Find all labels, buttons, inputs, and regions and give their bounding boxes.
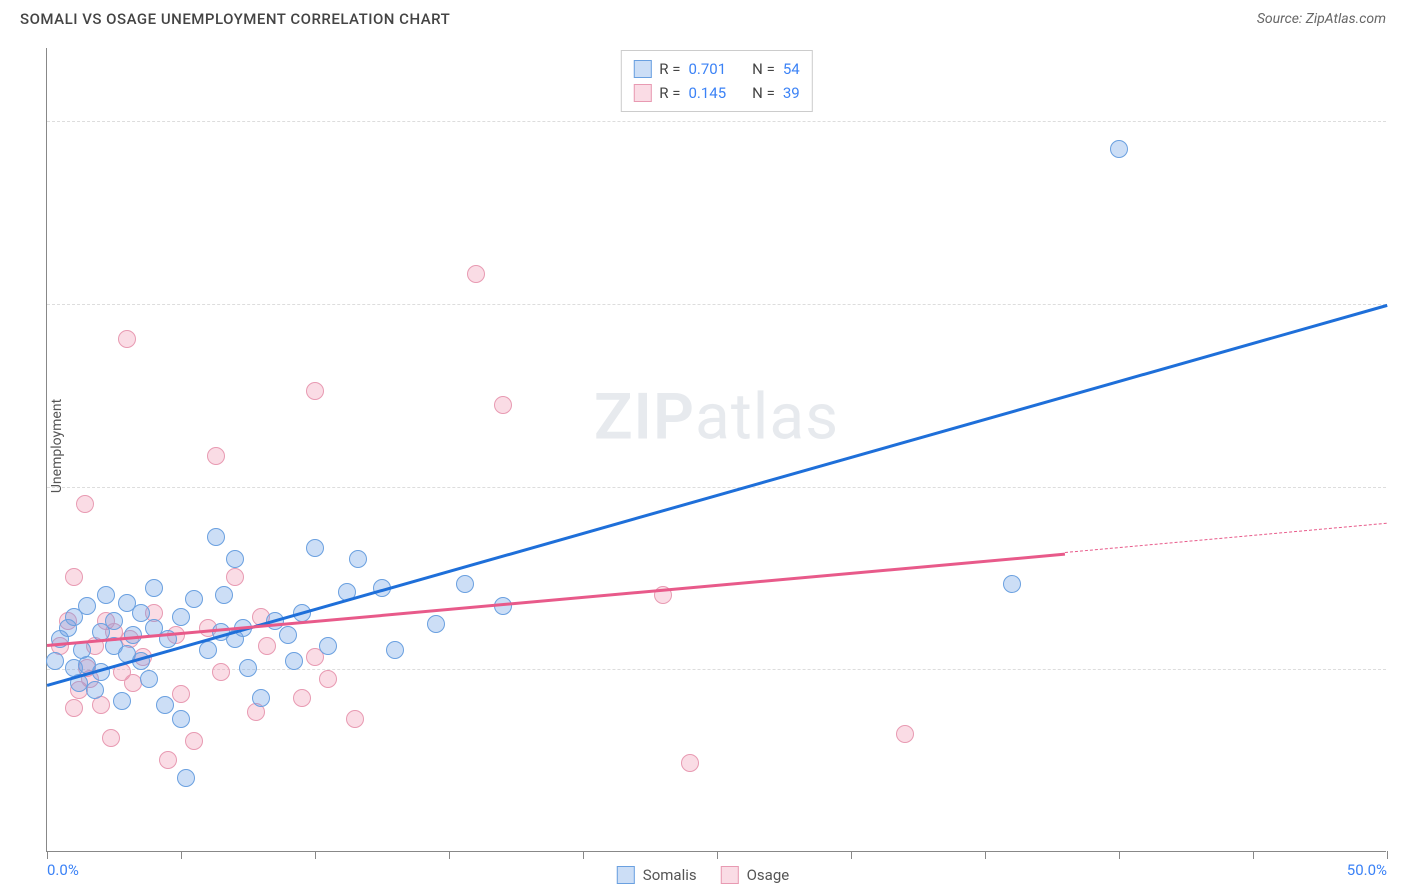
somalis-point xyxy=(252,689,270,707)
legend-swatch-icon xyxy=(633,60,651,78)
osage-point xyxy=(293,689,311,707)
x-tick xyxy=(449,851,450,859)
gridline xyxy=(47,487,1386,488)
y-tick-label: 20.0% xyxy=(1396,112,1406,130)
x-tick-label: 50.0% xyxy=(1347,861,1387,879)
somalis-point xyxy=(306,539,324,557)
somalis-point xyxy=(1110,140,1128,158)
somalis-point xyxy=(185,590,203,608)
x-tick xyxy=(985,851,986,859)
legend-row: R = 0.145 N = 39 xyxy=(633,81,799,105)
somalis-point xyxy=(172,608,190,626)
series-legend-item: Somalis xyxy=(617,866,697,884)
gridline xyxy=(47,121,1386,122)
legend-swatch-icon xyxy=(617,866,635,884)
osage-point xyxy=(118,330,136,348)
legend-r-value: 0.701 xyxy=(688,57,726,81)
somalis-point xyxy=(140,670,158,688)
legend-r-label: R = xyxy=(659,57,680,81)
series-legend-item: Osage xyxy=(721,866,790,884)
somalis-point xyxy=(145,579,163,597)
somalis-point xyxy=(46,652,64,670)
somalis-point xyxy=(386,641,404,659)
osage-point xyxy=(896,725,914,743)
osage-point xyxy=(306,382,324,400)
somalis-point xyxy=(78,597,96,615)
scatter-chart: ZIPatlas R = 0.701N = 54R = 0.145N = 39 … xyxy=(46,48,1386,852)
x-tick xyxy=(1119,851,1120,859)
y-tick-label: 15.0% xyxy=(1396,295,1406,313)
chart-title: SOMALI VS OSAGE UNEMPLOYMENT CORRELATION… xyxy=(20,10,450,28)
series-label: Osage xyxy=(747,866,790,884)
somalis-point xyxy=(226,550,244,568)
trend-line xyxy=(47,304,1388,686)
gridline xyxy=(47,304,1386,305)
watermark: ZIPatlas xyxy=(594,380,839,455)
legend-n-label: N = xyxy=(752,81,775,105)
somalis-point xyxy=(279,626,297,644)
somalis-point xyxy=(132,604,150,622)
osage-point xyxy=(207,447,225,465)
somalis-point xyxy=(199,641,217,659)
somalis-point xyxy=(215,586,233,604)
somalis-point xyxy=(319,637,337,655)
osage-point xyxy=(346,710,364,728)
osage-point xyxy=(226,568,244,586)
x-tick xyxy=(315,851,316,859)
legend-n-label: N = xyxy=(752,57,775,81)
y-tick-label: 5.0% xyxy=(1396,660,1406,678)
osage-point xyxy=(258,637,276,655)
osage-point xyxy=(467,265,485,283)
legend-swatch-icon xyxy=(633,84,651,102)
osage-point xyxy=(319,670,337,688)
somalis-point xyxy=(172,710,190,728)
legend-r-label: R = xyxy=(659,81,680,105)
x-tick xyxy=(181,851,182,859)
series-legend: Somalis Osage xyxy=(617,866,789,884)
somalis-point xyxy=(177,769,195,787)
x-tick xyxy=(583,851,584,859)
legend-row: R = 0.701 N = 54 xyxy=(633,57,799,81)
somalis-point xyxy=(239,659,257,677)
somalis-point xyxy=(427,615,445,633)
osage-point xyxy=(212,663,230,681)
osage-point xyxy=(172,685,190,703)
somalis-point xyxy=(156,696,174,714)
x-tick-label: 0.0% xyxy=(47,861,79,879)
x-tick xyxy=(47,851,48,859)
legend-r-value: 0.145 xyxy=(688,81,726,105)
osage-point xyxy=(185,732,203,750)
y-tick-label: 10.0% xyxy=(1396,478,1406,496)
osage-point xyxy=(494,396,512,414)
legend-swatch-icon xyxy=(721,866,739,884)
source-label: Source: ZipAtlas.com xyxy=(1257,11,1386,27)
somalis-point xyxy=(1003,575,1021,593)
somalis-point xyxy=(97,586,115,604)
legend-n-value: 39 xyxy=(783,81,800,105)
somalis-point xyxy=(349,550,367,568)
somalis-point xyxy=(285,652,303,670)
series-label: Somalis xyxy=(643,866,697,884)
trend-line xyxy=(1065,523,1387,553)
osage-point xyxy=(65,699,83,717)
osage-point xyxy=(159,751,177,769)
osage-point xyxy=(65,568,83,586)
osage-point xyxy=(102,729,120,747)
osage-point xyxy=(76,495,94,513)
correlation-legend: R = 0.701 N = 54 R = 0.145 N = 39 xyxy=(620,50,812,112)
x-tick xyxy=(851,851,852,859)
somalis-point xyxy=(105,612,123,630)
somalis-point xyxy=(207,528,225,546)
legend-n-value: 54 xyxy=(783,57,800,81)
x-tick xyxy=(1387,851,1388,859)
somalis-point xyxy=(456,575,474,593)
x-tick xyxy=(717,851,718,859)
somalis-point xyxy=(86,681,104,699)
osage-point xyxy=(681,754,699,772)
somalis-point xyxy=(113,692,131,710)
x-tick xyxy=(1253,851,1254,859)
